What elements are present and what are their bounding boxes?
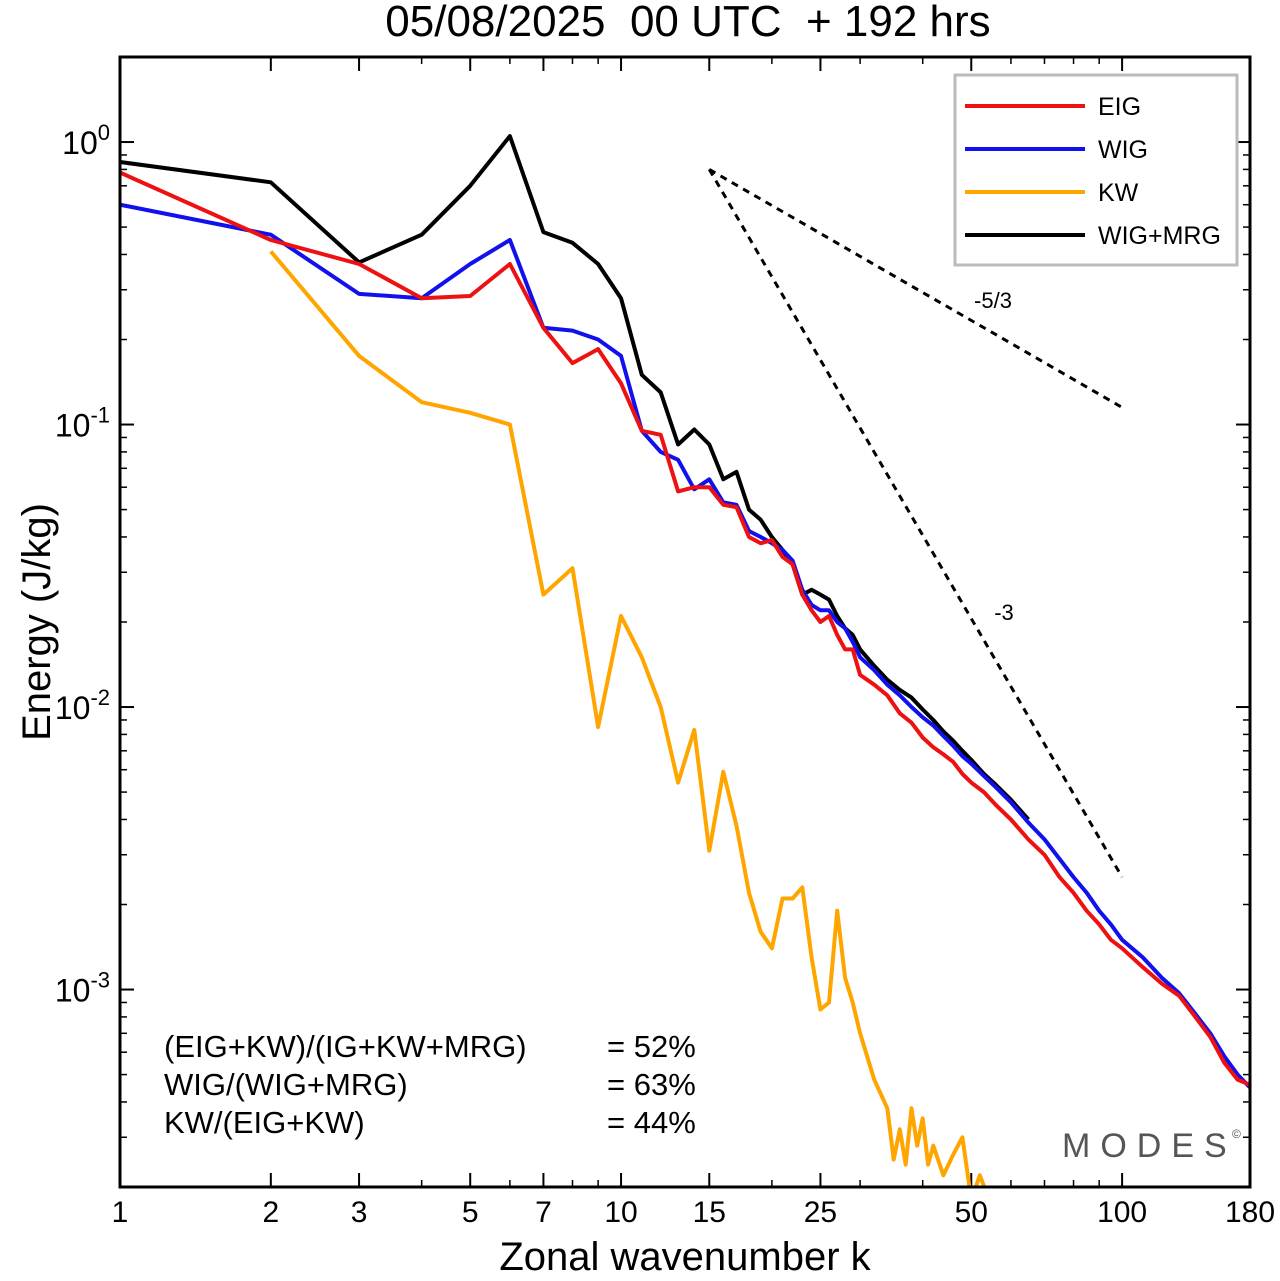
x-tick-labels: 1 2 3 5 7 10 15 25 50 100 180 [112, 1196, 1275, 1229]
y-tick-label: 100 [62, 120, 110, 161]
x-tick-label: 50 [955, 1196, 988, 1229]
watermark-text: MODES [1062, 1127, 1237, 1165]
x-tick-label: 25 [804, 1196, 837, 1229]
watermark: MODES © [1062, 1127, 1241, 1165]
x-tick-label: 7 [535, 1196, 552, 1229]
x-tick-label: 3 [351, 1196, 368, 1229]
annotation-label: WIG/(WIG+MRG) [164, 1067, 408, 1102]
reference-slopes: -5/3 -3 [707, 168, 1124, 878]
series-line-wig-mrg [120, 134, 1030, 821]
annotation-value: = 52% [607, 1029, 696, 1064]
x-tick-label: 1 [112, 1196, 129, 1229]
reference-slope-line [708, 168, 1123, 409]
plot-frame [118, 55, 1252, 1189]
annotation-label: KW/(EIG+KW) [164, 1105, 365, 1140]
chart-title: 05/08/2025 00 UTC + 192 hrs [385, 0, 990, 46]
x-tick-label: 2 [262, 1196, 279, 1229]
x-tick-label: 180 [1225, 1196, 1275, 1229]
series-line-kw [269, 250, 987, 1187]
series-line-eig [120, 170, 1250, 1087]
reference-slope-line [707, 168, 1124, 878]
y-tick-label: 10-2 [55, 685, 110, 726]
watermark-copyright: © [1232, 1127, 1241, 1141]
annotation-value: = 63% [607, 1067, 696, 1102]
x-tick-label: 5 [462, 1196, 479, 1229]
legend-label: WIG+MRG [1098, 222, 1221, 250]
legend-label: WIG [1098, 136, 1148, 164]
ratio-annotations: (EIG+KW)/(IG+KW+MRG) = 52% WIG/(WIG+MRG) = … [164, 1029, 696, 1140]
y-tick-label: 10-1 [55, 403, 110, 444]
reference-slope-label: -5/3 [974, 288, 1012, 313]
x-tick-label: 100 [1097, 1196, 1147, 1229]
annotation-label: (EIG+KW)/(IG+KW+MRG) [164, 1029, 527, 1064]
reference-slope-label: -3 [994, 600, 1014, 625]
y-tick-labels: 100 10-1 10-2 10-3 [55, 120, 110, 1009]
annotation-value: = 44% [607, 1105, 696, 1140]
legend-label: EIG [1098, 93, 1141, 121]
x-axis-label: Zonal wavenumber k [499, 1235, 871, 1279]
legend-label: KW [1098, 179, 1139, 207]
legend: EIG WIG KW WIG+MRG [953, 73, 1239, 267]
x-tick-label: 15 [693, 1196, 726, 1229]
series-lines [120, 134, 1250, 1187]
y-tick-label: 10-3 [55, 968, 110, 1009]
series-line-wig [120, 202, 1250, 1089]
y-axis-label: Energy (J/kg) [15, 503, 59, 741]
x-tick-label: 10 [604, 1196, 637, 1229]
